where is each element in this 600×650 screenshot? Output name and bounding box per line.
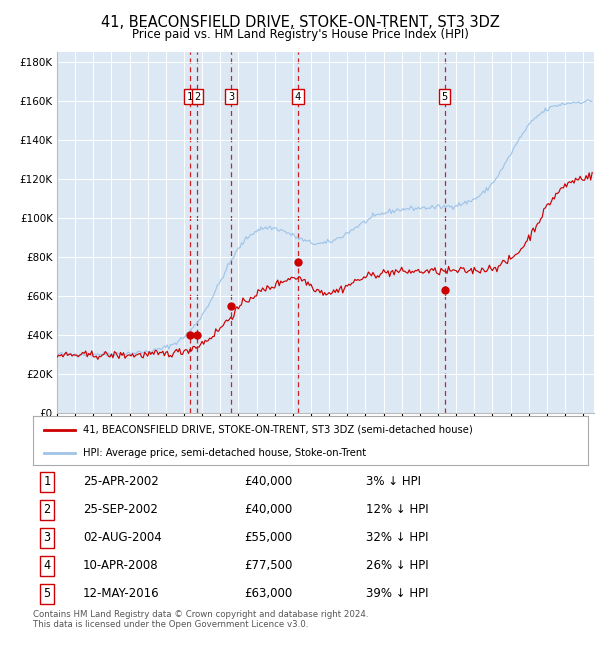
Text: 4: 4	[295, 92, 301, 102]
Text: 32% ↓ HPI: 32% ↓ HPI	[366, 532, 428, 544]
Text: £55,000: £55,000	[244, 532, 292, 544]
Text: Contains HM Land Registry data © Crown copyright and database right 2024.
This d: Contains HM Land Registry data © Crown c…	[33, 610, 368, 629]
Text: 10-APR-2008: 10-APR-2008	[83, 559, 158, 573]
Text: 25-SEP-2002: 25-SEP-2002	[83, 503, 158, 516]
Text: 26% ↓ HPI: 26% ↓ HPI	[366, 559, 428, 573]
Text: 3: 3	[43, 532, 50, 544]
Text: Price paid vs. HM Land Registry's House Price Index (HPI): Price paid vs. HM Land Registry's House …	[131, 28, 469, 41]
Text: HPI: Average price, semi-detached house, Stoke-on-Trent: HPI: Average price, semi-detached house,…	[83, 448, 366, 458]
Text: 4: 4	[43, 559, 50, 573]
Text: 41, BEACONSFIELD DRIVE, STOKE-ON-TRENT, ST3 3DZ: 41, BEACONSFIELD DRIVE, STOKE-ON-TRENT, …	[101, 15, 499, 30]
Text: 12% ↓ HPI: 12% ↓ HPI	[366, 503, 428, 516]
Text: 5: 5	[43, 588, 50, 601]
Text: 25-APR-2002: 25-APR-2002	[83, 475, 158, 489]
Text: £77,500: £77,500	[244, 559, 292, 573]
Text: 3% ↓ HPI: 3% ↓ HPI	[366, 475, 421, 489]
Text: 02-AUG-2004: 02-AUG-2004	[83, 532, 162, 544]
Text: 5: 5	[442, 92, 448, 102]
Text: 39% ↓ HPI: 39% ↓ HPI	[366, 588, 428, 601]
Text: £40,000: £40,000	[244, 475, 292, 489]
Text: 41, BEACONSFIELD DRIVE, STOKE-ON-TRENT, ST3 3DZ (semi-detached house): 41, BEACONSFIELD DRIVE, STOKE-ON-TRENT, …	[83, 424, 473, 435]
Text: 12-MAY-2016: 12-MAY-2016	[83, 588, 160, 601]
Text: 2: 2	[194, 92, 200, 102]
Text: £63,000: £63,000	[244, 588, 292, 601]
Text: £40,000: £40,000	[244, 503, 292, 516]
Text: 3: 3	[228, 92, 234, 102]
Text: 2: 2	[43, 503, 50, 516]
Text: 1: 1	[43, 475, 50, 489]
Text: 1: 1	[187, 92, 193, 102]
